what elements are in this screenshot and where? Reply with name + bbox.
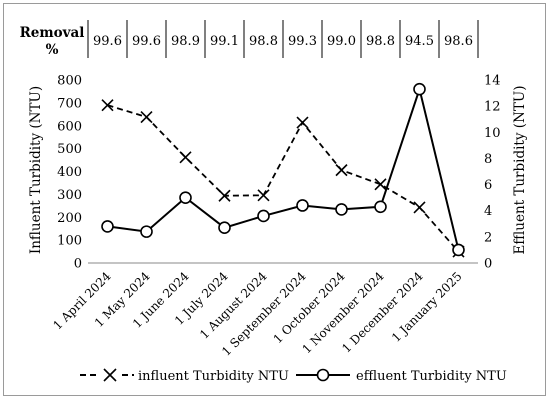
- y-left-tick-label: 500: [57, 142, 82, 157]
- x-tick-label: 1 January 2025: [389, 269, 465, 345]
- x-tick-label: 1 October 2024: [271, 269, 348, 346]
- effluent-point: [413, 82, 426, 96]
- x-tick-label: 1 August 2024: [197, 269, 270, 342]
- effluent-point: [101, 220, 114, 233]
- y-right-tick-label: 0: [484, 257, 492, 272]
- removal-value: 99.3: [288, 34, 317, 49]
- chart-frame: [3, 3, 546, 396]
- influent-point: [413, 201, 426, 214]
- influent-point: [140, 110, 153, 124]
- removal-value: 98.8: [366, 34, 395, 49]
- legend-effluent-marker: [316, 368, 330, 382]
- legend-influent-marker: [103, 368, 117, 382]
- influent-point: [374, 178, 387, 191]
- y-right-tick-label: 10: [484, 126, 501, 141]
- influent-series-line: [107, 104, 460, 253]
- effluent-point: [374, 200, 387, 214]
- y-left-tick-label: 200: [57, 211, 82, 226]
- removal-value: 99.6: [132, 34, 161, 49]
- removal-value: 98.6: [444, 34, 473, 49]
- influent-point: [296, 116, 309, 129]
- influent-point: [101, 99, 114, 112]
- series-layer: [101, 82, 465, 258]
- effluent-point: [452, 243, 465, 257]
- removal-value: 98.9: [171, 34, 200, 49]
- y-right-tick-label: 4: [484, 204, 492, 219]
- removal-value: 94.5: [405, 34, 434, 49]
- y-left-tick-label: 300: [57, 188, 82, 203]
- y-axis-right-label: Effluent Turbidity (NTU): [512, 85, 528, 254]
- effluent-point: [335, 203, 348, 216]
- removal-header-line2: %: [46, 42, 59, 58]
- y-right-tick-label: 14: [484, 74, 501, 89]
- removal-value: 99.6: [93, 34, 122, 49]
- removal-value: 99.0: [327, 34, 356, 49]
- legend: influent Turbidity NTU effluent Turbidit…: [80, 368, 507, 384]
- y-left-tick-label: 800: [57, 74, 82, 89]
- y-right-tick-label: 12: [484, 100, 501, 115]
- y-left-tick-label: 600: [57, 119, 82, 134]
- effluent-point: [257, 209, 270, 223]
- legend-effluent-label: effluent Turbidity NTU: [356, 369, 507, 384]
- y-right-tick-label: 2: [484, 230, 492, 245]
- removal-header-line1: Removal: [20, 25, 85, 41]
- effluent-point: [296, 199, 309, 212]
- removal-row: Removal % 99.6 99.6 98.9 99.1 98.8 99.3 99.0 98…: [20, 20, 479, 58]
- y-left-tick-label: 100: [57, 234, 82, 249]
- legend-influent-label: influent Turbidity NTU: [138, 369, 289, 384]
- influent-point: [257, 189, 270, 202]
- removal-value: 98.8: [249, 34, 278, 49]
- effluent-point: [218, 221, 231, 235]
- influent-point: [218, 189, 231, 202]
- y-left-tick-label: 400: [57, 165, 82, 180]
- y-left-tick-label: 700: [57, 96, 82, 111]
- y-left-tick-label: 0: [74, 257, 82, 272]
- y-right-tick-label: 8: [484, 152, 492, 167]
- y-right-tick-label: 6: [484, 178, 492, 193]
- influent-point: [335, 164, 348, 177]
- y-axis-left-label: Influent Turbidity (NTU): [28, 86, 44, 254]
- effluent-point: [140, 225, 153, 238]
- effluent-point: [179, 191, 192, 204]
- removal-value: 99.1: [210, 34, 239, 49]
- influent-point: [179, 151, 192, 164]
- effluent-series-line: [107, 85, 460, 251]
